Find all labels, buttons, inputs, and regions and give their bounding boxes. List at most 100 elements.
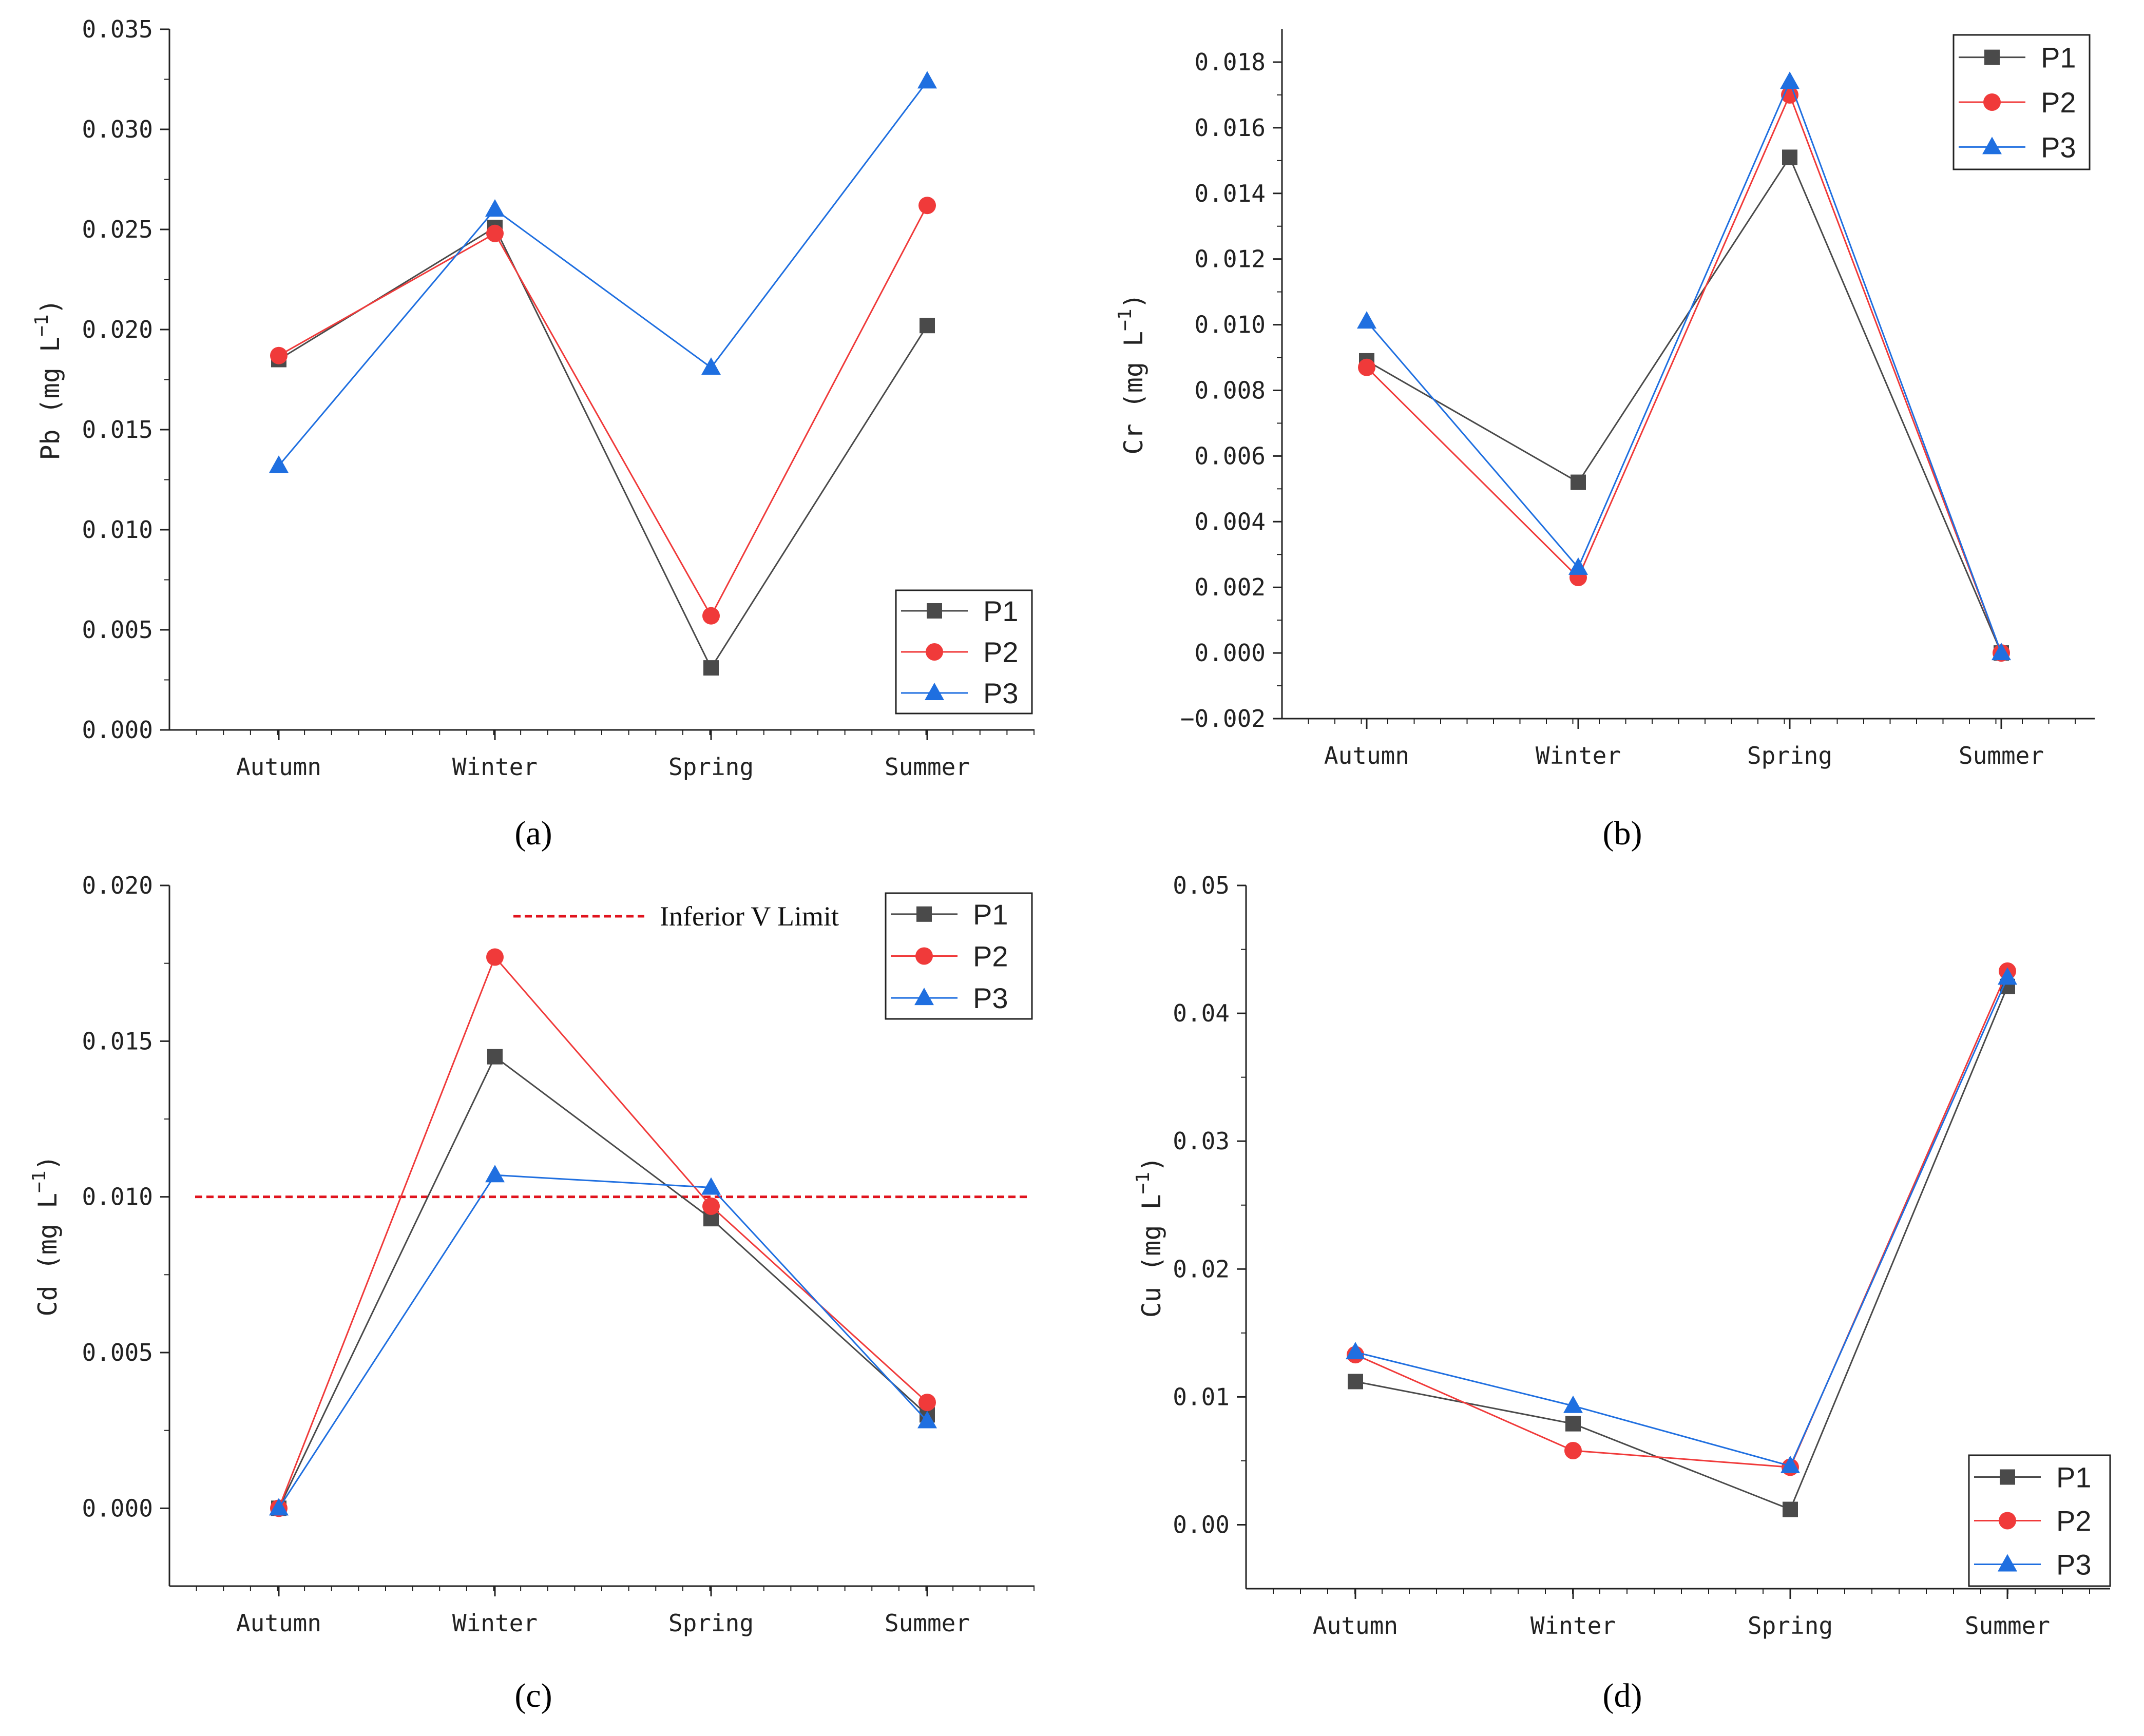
y-tick-label: 0.035: [82, 15, 153, 43]
data-point-p2: [918, 197, 936, 215]
data-point-p3: [1568, 557, 1588, 575]
data-point-p2: [918, 1394, 936, 1412]
data-point-p1: [1348, 1374, 1363, 1390]
legend-label: P1: [973, 898, 1008, 931]
data-point-p2: [1564, 1441, 1582, 1459]
x-tick-label: Autumn: [236, 753, 321, 781]
x-tick-label: Summer: [885, 753, 970, 781]
y-axis-title-close: ): [33, 1155, 63, 1170]
y-axis-title-close: ): [1119, 293, 1148, 308]
y-tick-label: 0.014: [1195, 180, 1266, 207]
legend: P1 P2 P3: [885, 892, 1033, 1020]
data-point-p3: [485, 199, 505, 217]
y-tick-label: 0.012: [1195, 245, 1266, 273]
y-tick-label: 0.015: [82, 416, 153, 443]
y-tick-label: 0.005: [82, 616, 153, 644]
y-tick-label: 0.020: [82, 316, 153, 343]
legend-label: P1: [2056, 1461, 2092, 1494]
legend-label: P2: [983, 636, 1019, 668]
series-line-p1: [1355, 986, 2008, 1511]
legend-swatch-marker: [926, 643, 943, 661]
y-tick-label: 0.000: [82, 716, 153, 744]
y-tick-label: 0.016: [1195, 114, 1266, 142]
x-tick-label: Summer: [1959, 742, 2044, 769]
data-point-p3: [1563, 1395, 1583, 1413]
series-line-p3: [1355, 977, 2008, 1467]
panel-label: (c): [514, 1677, 552, 1714]
panel-label: (d): [1603, 1677, 1642, 1714]
y-tick-label: 0.05: [1173, 872, 1230, 899]
legend-swatch-marker: [1998, 1554, 2017, 1572]
x-tick-label: Winter: [1530, 1612, 1616, 1639]
legend-swatch-marker: [1982, 137, 2002, 155]
y-tick-label: 0.000: [1195, 639, 1266, 667]
data-point-p3: [1998, 967, 2017, 985]
y-axis-title-close: ): [35, 299, 65, 314]
y-tick-label: 0.005: [82, 1339, 153, 1366]
data-point-p3: [1780, 71, 1800, 89]
legend-swatch-marker: [914, 988, 934, 1006]
reference-legend-label: Inferior V Limit: [660, 901, 839, 932]
legend-label: P2: [973, 940, 1008, 973]
legend-label: P1: [983, 595, 1019, 627]
series-line-p1: [278, 226, 928, 670]
data-point-p3: [701, 1177, 721, 1195]
y-tick-label: 0.03: [1173, 1127, 1230, 1155]
series-line-p2: [278, 955, 928, 1509]
data-point-p1: [1783, 1501, 1798, 1517]
legend-label: P2: [2041, 86, 2076, 119]
y-axis-title: Cd (mg L−1): [29, 1155, 63, 1316]
legend-label: P1: [2041, 42, 2076, 74]
legend-label: P3: [2041, 131, 2076, 163]
data-point-p1: [1571, 474, 1586, 490]
y-axis-title-text: Cr (mg L: [1119, 331, 1148, 455]
legend: P1 P2 P3: [1952, 34, 2091, 170]
data-point-p3: [1992, 643, 2011, 661]
legend-swatch-marker: [927, 603, 942, 619]
data-point-p2: [486, 948, 504, 966]
y-axis-title: Cr (mg L−1): [1115, 293, 1148, 454]
y-tick-label: 0.010: [82, 1183, 153, 1211]
y-tick-label: 0.018: [1195, 48, 1266, 76]
x-tick-label: Spring: [668, 1609, 754, 1637]
y-tick-label: 0.010: [82, 516, 153, 544]
x-tick-label: Summer: [885, 1609, 970, 1637]
legend-swatch-marker: [1999, 1512, 2016, 1530]
data-point-p2: [270, 346, 288, 364]
panel-c: 0.000 0.005 0.010 0.015 0.020 Autumn Winter Spr…: [29, 872, 1035, 1714]
series-line-p3: [1366, 80, 2002, 653]
legend-swatch-marker: [915, 947, 933, 965]
data-point-p3: [917, 1411, 937, 1429]
data-point-p1: [487, 1049, 503, 1065]
x-tick-label: Autumn: [1313, 1612, 1398, 1639]
series-line-p1: [1366, 156, 2002, 653]
data-point-p2: [486, 224, 504, 242]
y-tick-label: 0.002: [1195, 573, 1266, 601]
y-tick-label: 0.008: [1195, 376, 1266, 404]
legend-label: P2: [2056, 1505, 2092, 1537]
data-point-p1: [1565, 1416, 1581, 1432]
data-point-p1: [703, 660, 719, 676]
series-line-p2: [1366, 92, 2002, 653]
data-point-p3: [269, 1498, 289, 1516]
y-axis-title-superscript: −1: [1115, 308, 1136, 331]
legend-swatch-marker: [916, 906, 932, 922]
y-tick-label: 0.04: [1173, 999, 1230, 1027]
data-point-p3: [917, 71, 937, 89]
panel-label: (b): [1603, 815, 1642, 852]
data-point-p3: [269, 455, 289, 473]
y-tick-label: −0.002: [1180, 705, 1266, 732]
data-point-p1: [920, 318, 935, 334]
data-point-p3: [701, 357, 721, 375]
x-tick-label: Autumn: [236, 1609, 321, 1637]
y-axis-title: Pb (mg L−1): [31, 299, 65, 460]
series-line-p3: [278, 81, 928, 467]
y-axis-title-superscript: −1: [31, 314, 52, 336]
series-line-p2: [278, 205, 928, 618]
y-axis-title: Cu (mg L−1): [1133, 1156, 1166, 1318]
y-tick-label: 0.015: [82, 1027, 153, 1055]
panel-a: 0.000 0.005 0.010 0.015 0.020 0.025 0.030 0.035…: [31, 15, 1035, 852]
legend-label: P3: [983, 677, 1019, 709]
y-tick-label: 0.00: [1173, 1511, 1230, 1538]
